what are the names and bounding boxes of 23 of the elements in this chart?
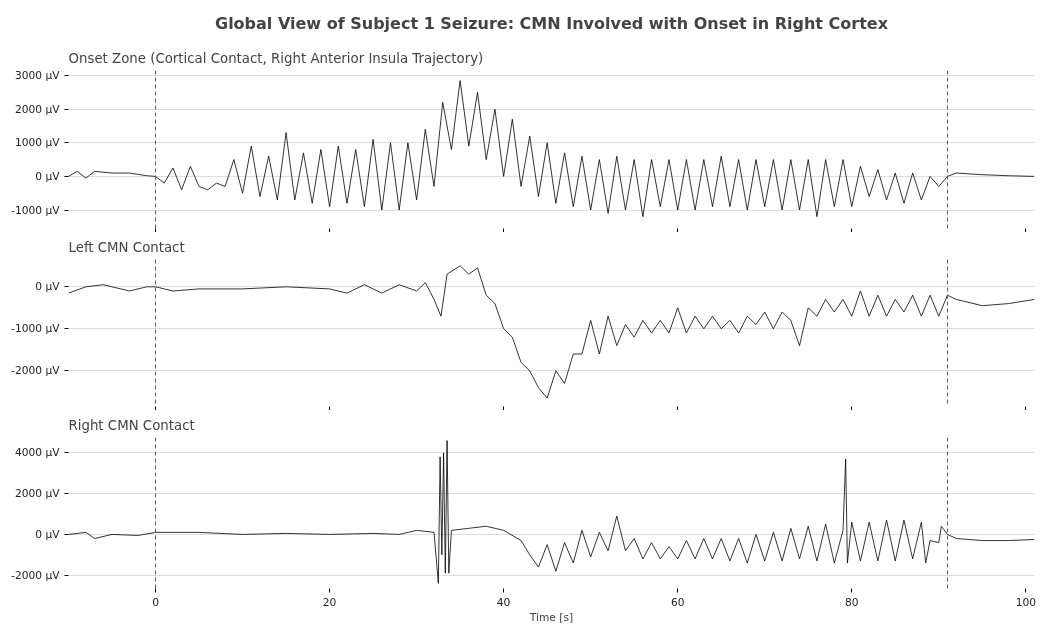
y-tick-label: -2000 µV [11, 568, 61, 582]
chart-title: Global View of Subject 1 Seizure: CMN Involved with Onset in Right Cortex [215, 13, 889, 33]
x-tick-label: 0 [152, 595, 160, 609]
y-tick-label: 0 µV [35, 169, 61, 183]
y-tick-label: -2000 µV [11, 364, 61, 378]
y-tick-label: 1000 µV [14, 136, 61, 150]
chart-title: Left CMN Contact [68, 239, 185, 255]
y-tick-label: 2000 µV [14, 487, 61, 501]
x-tick-label: 40 [496, 595, 511, 609]
x-tick-label: 20 [322, 595, 337, 609]
y-tick-label: 3000 µV [14, 69, 61, 83]
y-tick-label: 2000 µV [14, 102, 61, 116]
y-tick-label: 0 µV [35, 527, 61, 541]
y-tick-label: -1000 µV [11, 322, 61, 336]
chart-title: Right CMN Contact [68, 417, 195, 433]
y-tick-label: -1000 µV [11, 203, 61, 217]
x-tick-label: 100 [1015, 595, 1037, 609]
x-tick-label: 80 [844, 595, 859, 609]
y-tick-label: 0 µV [35, 280, 61, 294]
chart-subtitle: Onset Zone (Cortical Contact, Right Anterior Insula Trajectory) [68, 50, 484, 66]
x-axis-title: Time [s] [528, 610, 574, 624]
y-tick-label: 4000 µV [14, 446, 61, 460]
x-tick-label: 60 [670, 595, 685, 609]
